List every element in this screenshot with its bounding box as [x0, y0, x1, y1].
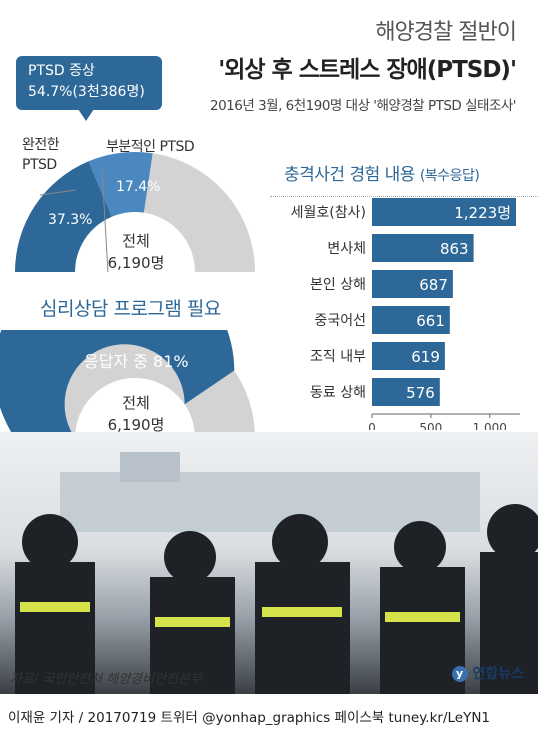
bar-category-label: 세월호(참사): [291, 205, 366, 221]
photo-illustration: [15, 452, 538, 694]
photo-officers: [15, 504, 538, 694]
yonhap-logo-text: 연합뉴스: [472, 666, 524, 682]
bar-title-divider: [270, 178, 538, 197]
source-note: 자료/ 국민안전처 해양경비안전본부: [10, 672, 203, 687]
survey-subtitle: 2016년 3월, 6천190명 대상 '해양경찰 PTSD 실태조사': [210, 98, 517, 114]
pct-partial-ptsd: 17.4%: [116, 179, 161, 195]
gauge-segment-partial-ptsd: [88, 152, 153, 217]
bar-value-label: 661: [416, 312, 445, 330]
gauge2-center-label: 전체 6,190명: [76, 392, 196, 436]
bar-value-label: 1,223명: [454, 204, 511, 222]
label-full-ptsd: 완전한 PTSD: [22, 137, 60, 173]
counseling-gauge: [0, 330, 255, 438]
gauge-segment-full-ptsd: [15, 161, 112, 272]
bar-category-label: 본인 상해: [310, 277, 366, 293]
bar: [372, 270, 453, 298]
gauge1-center-label: 전체 6,190명: [76, 230, 196, 274]
bar: [372, 378, 440, 406]
yonhap-logo: y 연합뉴스: [451, 663, 524, 683]
ptsd-gauge: [15, 152, 255, 273]
gauge2-segment-filled: [0, 330, 235, 438]
x-tick-label: 0: [368, 421, 376, 430]
leader-line-full: [39, 189, 77, 196]
bar-value-label: 687: [419, 276, 448, 294]
leader-line-partial: [101, 169, 109, 273]
gauge2-inner-label: 응답자 중 81%: [84, 352, 189, 371]
bar-chart-title-main: 충격사건 경험 내용: [284, 165, 415, 185]
bar-value-label: 576: [406, 384, 435, 402]
counseling-title: 심리상담 프로그램 필요: [40, 298, 221, 320]
bar-value-label: 863: [440, 240, 469, 258]
bar-category-label: 조직 내부: [310, 349, 366, 365]
bar-chart-title: 충격사건 경험 내용 (복수응답): [284, 160, 480, 185]
x-tick-label: 1,000: [473, 421, 507, 430]
bar-category-label: 변사체: [327, 241, 366, 257]
headline-line1: 해양경찰 절반이: [375, 20, 517, 45]
yonhap-logo-icon: y: [451, 666, 468, 682]
gauge2-center-line2: 6,190명: [107, 416, 165, 434]
x-tick-label: 500: [419, 421, 442, 430]
bar: [372, 198, 516, 226]
gauge1-center-line1: 전체: [122, 232, 150, 250]
bar: [372, 306, 450, 334]
bar-category-label: 중국어선: [314, 313, 366, 329]
headline-line2: '외상 후 스트레스 장애(PTSD)': [218, 57, 517, 83]
label-partial-ptsd: 부분적인 PTSD: [106, 139, 195, 155]
photo-ship-bridge: [120, 452, 180, 482]
bar: [372, 342, 445, 370]
bar-category-label: 동료 상해: [310, 385, 366, 401]
callout-line1: PTSD 증상: [28, 63, 95, 79]
bar-value-label: 619: [411, 348, 440, 366]
gauge2-center-line1: 전체: [122, 394, 150, 412]
footer-bar: [0, 694, 538, 750]
bar-chart-title-sub: (복수응답): [419, 168, 480, 184]
bar: [372, 234, 474, 262]
pct-full-ptsd: 37.3%: [48, 212, 93, 228]
callout-line2: 54.7%(3천386명): [28, 84, 145, 100]
credit-line: 이재윤 기자 / 20170719 트위터 @yonhap_graphics 페…: [8, 710, 491, 726]
photo-reflective-stripes: [20, 602, 460, 627]
photo-coast-guard-officers: [0, 432, 538, 694]
ptsd-callout: PTSD 증상 54.7%(3천386명): [16, 56, 162, 121]
gauge1-center-line2: 6,190명: [107, 254, 165, 272]
